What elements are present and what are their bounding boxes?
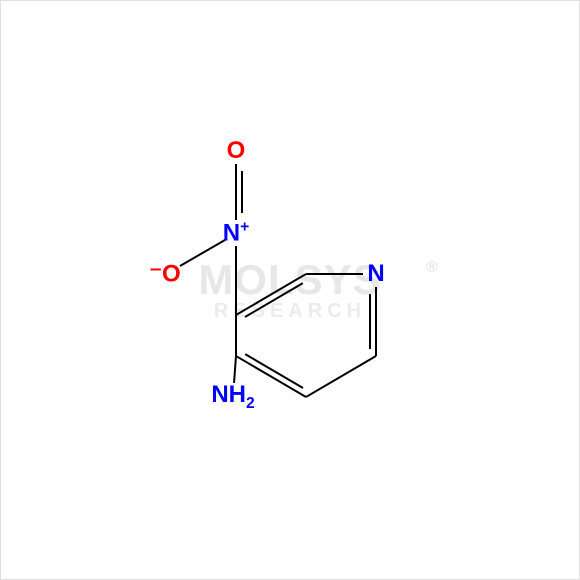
atom-N_plus: N+	[223, 219, 249, 248]
watermark-line1: MOLSYS	[198, 259, 381, 301]
atom-O_minus: ⁻O	[149, 260, 180, 289]
atom-NH2: NH2	[211, 381, 254, 413]
bond	[235, 273, 306, 316]
bond	[369, 294, 371, 349]
bond	[235, 246, 237, 315]
watermark-registered: ®	[426, 259, 438, 277]
bond	[306, 355, 377, 398]
atom-O_top: O	[227, 137, 246, 165]
bond	[233, 356, 237, 383]
watermark-line2: RESEARCH	[198, 301, 381, 321]
structure-canvas: MOLSYS RESEARCH ® O ⁻O N+ N NH2	[0, 0, 580, 580]
bond	[179, 239, 225, 267]
bond	[245, 282, 304, 318]
bond	[235, 164, 237, 220]
atom-N_ring: N	[367, 260, 384, 288]
bond	[241, 171, 243, 213]
bond	[306, 273, 363, 275]
bond	[375, 287, 377, 356]
bond	[235, 315, 237, 356]
